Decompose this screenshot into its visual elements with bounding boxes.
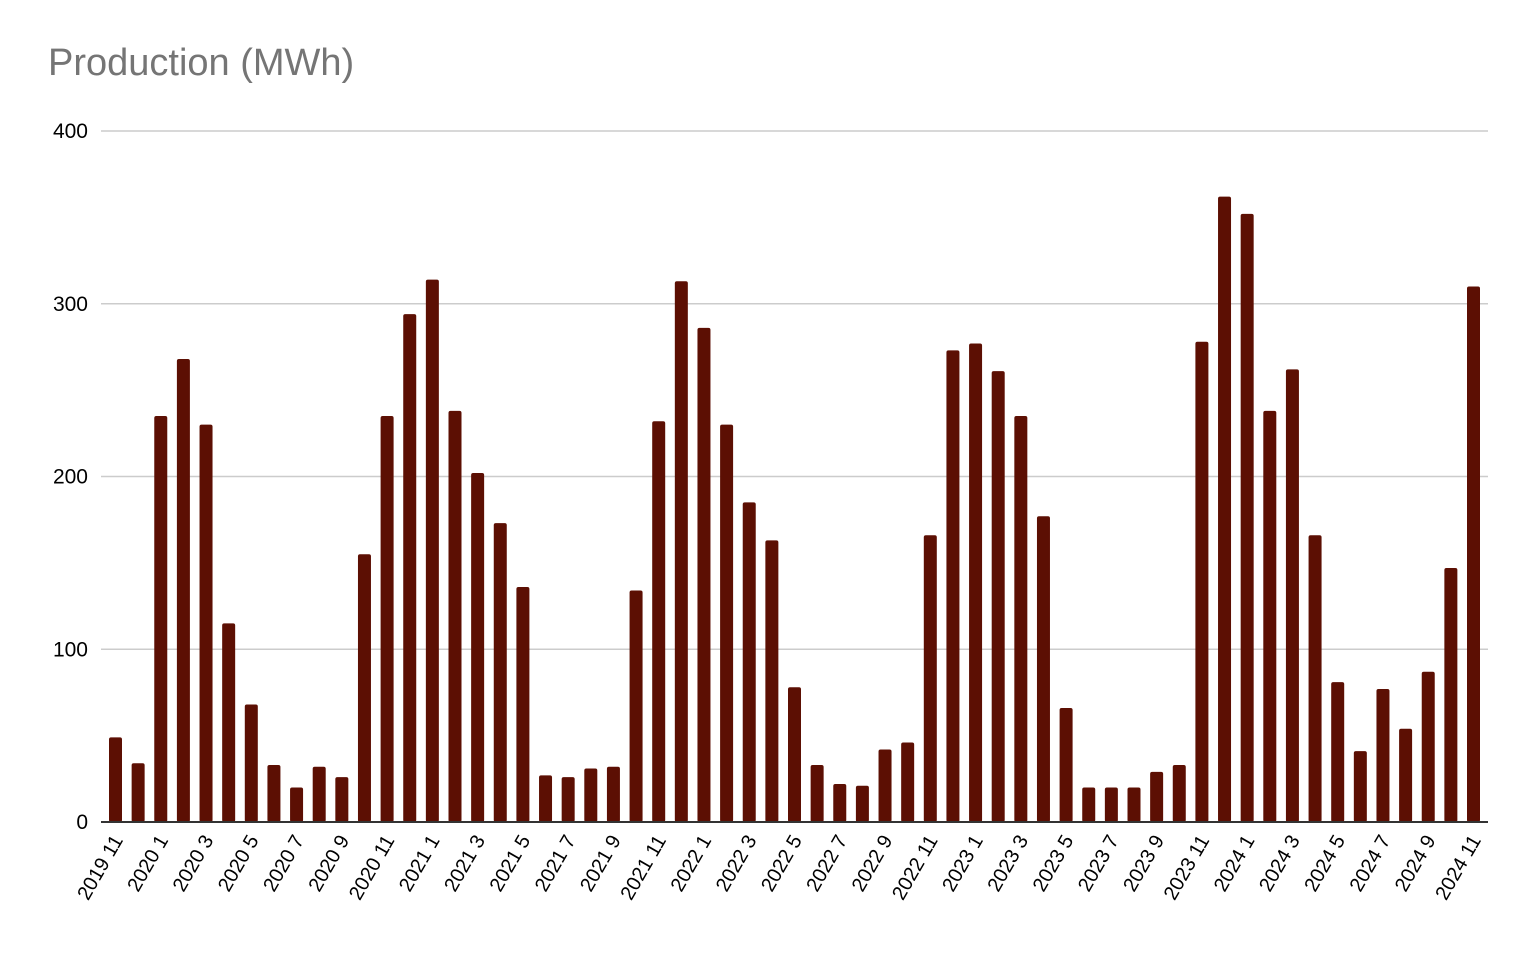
- bar: [765, 540, 779, 822]
- y-tick-label: 300: [53, 293, 88, 316]
- bar: [969, 343, 983, 822]
- bar: [222, 623, 236, 822]
- bar: [290, 787, 304, 822]
- bar: [1331, 682, 1345, 822]
- bars: [109, 196, 1480, 823]
- bar: [810, 764, 824, 822]
- bar: [1467, 286, 1480, 823]
- bar: [1218, 196, 1232, 822]
- bar: [267, 764, 281, 822]
- x-tick-label: 2020 1: [123, 832, 173, 896]
- bar: [652, 421, 666, 822]
- bar: [855, 785, 869, 822]
- y-axis-tick-labels: 0 100 200 300 400: [53, 120, 88, 834]
- bar: [357, 554, 371, 822]
- x-tick-label: 2022 7: [802, 832, 852, 896]
- bar: [403, 314, 417, 822]
- x-tick-label: 2019 11: [73, 832, 127, 904]
- bar: [1059, 707, 1073, 822]
- bar: [516, 587, 530, 822]
- bar: [154, 416, 168, 822]
- bar: [606, 766, 620, 822]
- bar: [493, 523, 507, 822]
- bar: [1036, 516, 1050, 822]
- gridlines: [101, 130, 1488, 650]
- x-tick-label: 2022 3: [712, 832, 762, 896]
- bar: [312, 766, 326, 822]
- bar: [1421, 671, 1435, 822]
- bar: [199, 424, 213, 822]
- bar: [1308, 535, 1322, 822]
- x-tick-label: 2023 7: [1074, 832, 1124, 896]
- x-tick-label: 2021 5: [486, 832, 536, 896]
- x-tick-label: 2023 5: [1029, 832, 1079, 896]
- bar: [244, 704, 258, 822]
- bar: [1399, 728, 1413, 822]
- bar: [471, 473, 485, 822]
- x-tick-label: 2021 3: [440, 832, 490, 896]
- bar: [946, 350, 960, 822]
- bar: [131, 763, 145, 822]
- bar: [1150, 771, 1164, 822]
- bar: [720, 424, 734, 822]
- bar: [788, 687, 801, 822]
- bar: [878, 749, 892, 822]
- bar: [335, 777, 349, 822]
- x-tick-label: 2021 9: [576, 832, 626, 896]
- bar: [539, 775, 553, 822]
- x-tick-label: 2020 9: [305, 832, 355, 896]
- x-tick-label: 2023 9: [1119, 832, 1169, 896]
- bar: [425, 279, 439, 822]
- bar: [901, 742, 915, 822]
- bar: [742, 502, 756, 822]
- bar: [176, 359, 190, 822]
- bar: [1127, 787, 1141, 822]
- x-tick-label: 2024 3: [1255, 832, 1305, 896]
- x-tick-label: 2020 3: [169, 832, 219, 896]
- bar: [561, 777, 575, 822]
- x-tick-label: 2022 1: [667, 832, 717, 896]
- x-tick-label: 2024 7: [1346, 832, 1396, 896]
- x-tick-label: 2021 7: [531, 832, 581, 896]
- x-tick-label: 2022 9: [848, 832, 898, 896]
- y-tick-label: 200: [53, 466, 88, 489]
- x-tick-label: 2021 1: [395, 832, 445, 896]
- bar: [1172, 764, 1186, 822]
- bar: [1376, 688, 1390, 822]
- bar: [1444, 568, 1458, 822]
- bar: [109, 737, 122, 822]
- y-tick-label: 100: [53, 638, 88, 661]
- bar: [1014, 416, 1028, 822]
- bar: [697, 327, 711, 822]
- bar: [584, 768, 598, 822]
- x-tick-label: 2020 5: [214, 832, 264, 896]
- bar: [674, 281, 688, 823]
- x-tick-label: 2024 5: [1300, 832, 1350, 896]
- bar: [1263, 410, 1277, 822]
- bar: [991, 371, 1005, 822]
- bar: [1104, 787, 1118, 822]
- x-tick-label: 2022 5: [757, 832, 807, 896]
- x-tick-label: 2024 9: [1391, 832, 1441, 896]
- y-tick-label: 400: [53, 120, 88, 143]
- x-tick-label: 2024 1: [1210, 832, 1260, 896]
- y-tick-label: 0: [76, 811, 88, 834]
- bar: [923, 535, 937, 822]
- chart-title: Production (MWh): [48, 42, 355, 84]
- bar: [1240, 213, 1254, 823]
- x-tick-label: 2023 1: [938, 832, 988, 896]
- bar: [629, 590, 643, 822]
- bar: [1353, 751, 1367, 822]
- bar: [1082, 787, 1096, 822]
- x-tick-label: 2020 7: [259, 832, 309, 896]
- bar: [448, 410, 462, 822]
- x-tick-label: 2023 3: [984, 832, 1034, 896]
- bar: [1195, 341, 1209, 822]
- bar: [833, 783, 847, 822]
- bar: [1285, 369, 1299, 822]
- bar: [380, 416, 394, 822]
